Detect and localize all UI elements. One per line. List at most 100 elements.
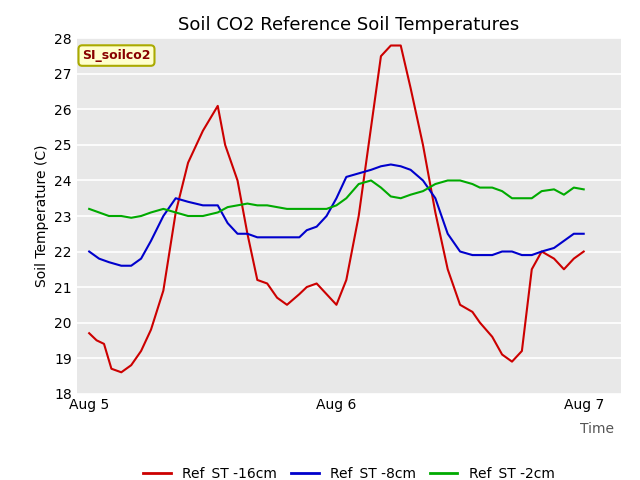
Ref_ST -2cm: [444, 178, 452, 183]
Ref_ST -2cm: [172, 210, 180, 216]
Ref_ST -2cm: [355, 181, 362, 187]
Ref_ST -8cm: [313, 224, 321, 229]
Ref_ST -2cm: [118, 213, 125, 219]
Ref_ST -16cm: [283, 302, 291, 308]
Ref_ST -2cm: [264, 203, 271, 208]
Ref_ST -16cm: [221, 142, 229, 148]
Ref_ST -8cm: [264, 234, 271, 240]
Ref_ST -2cm: [184, 213, 192, 219]
Title: Soil CO2 Reference Soil Temperatures: Soil CO2 Reference Soil Temperatures: [178, 16, 520, 34]
Ref_ST -2cm: [431, 181, 439, 187]
Ref_ST -2cm: [488, 185, 496, 191]
Ref_ST -16cm: [419, 142, 427, 148]
Ref_ST -16cm: [137, 348, 145, 354]
Ref_ST -8cm: [105, 259, 113, 265]
Ref_ST -2cm: [468, 181, 476, 187]
Ref_ST -8cm: [528, 252, 536, 258]
Ref_ST -2cm: [147, 210, 155, 216]
Ref_ST -2cm: [313, 206, 321, 212]
Ref_ST -2cm: [387, 193, 395, 199]
Ref_ST -16cm: [147, 327, 155, 333]
Ref_ST -2cm: [508, 195, 516, 201]
Ref_ST -2cm: [296, 206, 303, 212]
Ref_ST -16cm: [323, 291, 330, 297]
Ref_ST -8cm: [550, 245, 558, 251]
Ref_ST -16cm: [93, 337, 100, 343]
Ref_ST -8cm: [456, 249, 464, 254]
Ref_ST -16cm: [108, 366, 115, 372]
Ref_ST -8cm: [214, 203, 221, 208]
Ref_ST -2cm: [224, 204, 232, 210]
Ref_ST -2cm: [333, 203, 340, 208]
Ref_ST -8cm: [224, 220, 232, 226]
Ref_ST -8cm: [234, 231, 241, 237]
Ref_ST -16cm: [303, 284, 310, 290]
Ref_ST -16cm: [508, 359, 516, 364]
Line: Ref_ST -16cm: Ref_ST -16cm: [89, 46, 584, 372]
Ref_ST -16cm: [407, 85, 415, 91]
Ref_ST -2cm: [580, 187, 588, 192]
Ref_ST -16cm: [313, 281, 321, 287]
Ref_ST -8cm: [397, 163, 404, 169]
Ref_ST -16cm: [234, 178, 241, 183]
Ref_ST -16cm: [570, 256, 578, 262]
Ref_ST -8cm: [283, 234, 291, 240]
Ref_ST -8cm: [499, 249, 506, 254]
Ref_ST -8cm: [377, 163, 385, 169]
Ref_ST -16cm: [333, 302, 340, 308]
Text: SI_soilco2: SI_soilco2: [82, 49, 151, 62]
Ref_ST -16cm: [468, 309, 476, 315]
Ref_ST -8cm: [118, 263, 125, 269]
Ref_ST -2cm: [499, 188, 506, 194]
Ref_ST -8cm: [444, 231, 452, 237]
Ref_ST -8cm: [253, 234, 261, 240]
Ref_ST -8cm: [273, 234, 281, 240]
Ref_ST -16cm: [355, 213, 362, 219]
Ref_ST -8cm: [508, 249, 516, 254]
Ref_ST -2cm: [367, 178, 375, 183]
Ref_ST -8cm: [355, 170, 362, 176]
Ref_ST -2cm: [85, 206, 93, 212]
Ref_ST -16cm: [476, 320, 484, 325]
Ref_ST -16cm: [538, 249, 545, 254]
Ref_ST -16cm: [518, 348, 525, 354]
Ref_ST -16cm: [127, 362, 135, 368]
Ref_ST -8cm: [172, 195, 180, 201]
Ref_ST -8cm: [159, 213, 167, 219]
Ref_ST -2cm: [273, 204, 281, 210]
Ref_ST -2cm: [538, 188, 545, 194]
Ref_ST -8cm: [137, 256, 145, 262]
Ref_ST -2cm: [407, 192, 415, 198]
Ref_ST -8cm: [560, 238, 568, 244]
Ref_ST -8cm: [127, 263, 135, 269]
Line: Ref_ST -8cm: Ref_ST -8cm: [89, 165, 584, 266]
Ref_ST -2cm: [127, 215, 135, 221]
Ref_ST -2cm: [550, 187, 558, 192]
Ref_ST -8cm: [468, 252, 476, 258]
Ref_ST -16cm: [184, 160, 192, 166]
Ref_ST -16cm: [444, 266, 452, 272]
Ref_ST -16cm: [264, 281, 271, 287]
Ref_ST -2cm: [283, 206, 291, 212]
Ref_ST -2cm: [137, 213, 145, 219]
Ref_ST -2cm: [323, 206, 330, 212]
Ref_ST -2cm: [570, 185, 578, 191]
Ref_ST -2cm: [303, 206, 310, 212]
Ref_ST -8cm: [199, 203, 207, 208]
Ref_ST -2cm: [214, 210, 221, 216]
Ref_ST -8cm: [147, 238, 155, 244]
Line: Ref_ST -2cm: Ref_ST -2cm: [89, 180, 584, 218]
Ref_ST -8cm: [244, 231, 252, 237]
Ref_ST -2cm: [476, 185, 484, 191]
Ref_ST -2cm: [528, 195, 536, 201]
Ref_ST -16cm: [580, 249, 588, 254]
Ref_ST -8cm: [367, 167, 375, 173]
Ref_ST -8cm: [419, 178, 427, 183]
Ref_ST -8cm: [323, 213, 330, 219]
Ref_ST -2cm: [159, 206, 167, 212]
Ref_ST -16cm: [273, 295, 281, 300]
Ref_ST -16cm: [296, 291, 303, 297]
Ref_ST -16cm: [431, 210, 439, 216]
Ref_ST -8cm: [518, 252, 525, 258]
Ref_ST -16cm: [244, 231, 252, 237]
